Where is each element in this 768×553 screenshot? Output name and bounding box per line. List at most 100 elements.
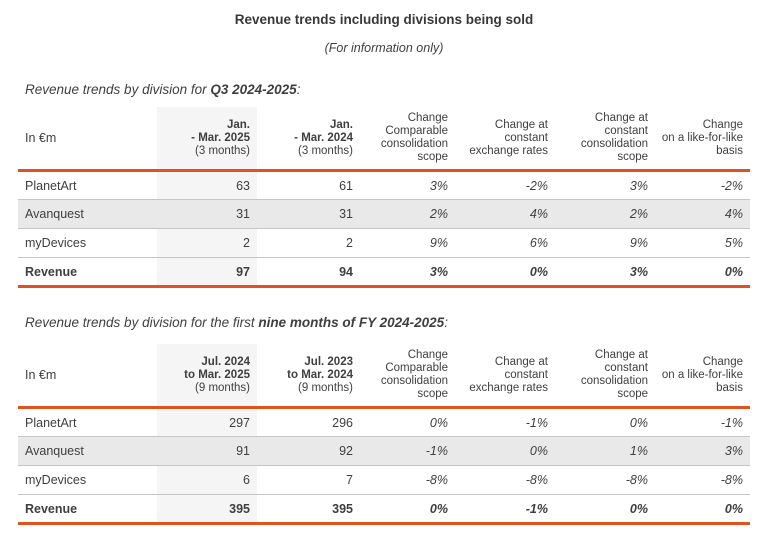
cell-current: 297 — [157, 407, 257, 437]
header-text: Change at constant exchange rates — [469, 355, 548, 394]
cell-label: Revenue — [25, 501, 78, 516]
heading-suffix: : — [444, 315, 448, 330]
cell-change-fx: -1% — [525, 415, 548, 430]
table-row-avanquest: Avanquest 31 31 2% 4% 2% 4% — [18, 199, 750, 229]
cell-prior: 94 — [339, 264, 353, 279]
table-row-revenue-total: Revenue 97 94 3% 0% 3% 0% — [18, 257, 750, 287]
page-title: Revenue trends including divisions being… — [234, 12, 534, 27]
cell-prior: 296 — [332, 415, 353, 430]
period-current-months: (9 months) — [195, 381, 250, 394]
cell-change-comparable: 3% — [429, 264, 448, 279]
cell-change-consolidation: 2% — [555, 199, 655, 229]
cell-change-fx: -1% — [525, 501, 548, 516]
table-header-row: In €m Jan. - Mar. 2025 (3 months) Jan. - … — [18, 107, 750, 171]
period-prior-label: Jul. 2023 to Mar. 2024 — [287, 355, 353, 381]
header-text: Change Comparable consolidation scope — [380, 112, 448, 163]
cell-change-comparable: 2% — [360, 199, 455, 229]
header-in-eur-m: In €m — [25, 367, 57, 382]
cell-current: 91 — [157, 436, 257, 466]
cell-label: Avanquest — [18, 199, 157, 229]
header-period-current: Jul. 2024 to Mar. 2025 (9 months) — [157, 344, 257, 408]
cell-change-lfl: 0% — [724, 264, 743, 279]
cell-change-comparable: 9% — [429, 236, 448, 250]
table-row-avanquest: Avanquest 91 92 -1% 0% 1% 3% — [18, 436, 750, 466]
cell-change-comparable: -1% — [360, 436, 455, 466]
cell-change-comparable: 0% — [429, 501, 448, 516]
cell-change-lfl: 5% — [724, 236, 743, 250]
cell-current: 31 — [157, 199, 257, 229]
table-header-row: In €m Jul. 2024 to Mar. 2025 (9 months) J… — [18, 344, 750, 408]
cell-label: myDevices — [25, 473, 87, 487]
header-change-constant-scope: Change at constant consolidation scope — [555, 107, 655, 171]
cell-prior: 92 — [257, 436, 360, 466]
cell-change-lfl: 4% — [655, 199, 750, 229]
header-period-prior: Jul. 2023 to Mar. 2024 (9 months) — [257, 344, 360, 408]
header-change-like-for-like: Change on a like-for-like basis — [655, 107, 750, 171]
period-current-months: (3 months) — [195, 144, 250, 157]
cell-change-lfl: 0% — [724, 501, 743, 516]
cell-change-comparable: 3% — [429, 178, 448, 193]
table-q3-revenue: In €m Jan. - Mar. 2025 (3 months) Jan. - … — [18, 107, 750, 288]
clipped-text-fragment: pp — [0, 12, 768, 18]
period-prior-months: (3 months) — [298, 144, 353, 157]
header-text: Change Comparable consolidation scope — [380, 349, 448, 400]
cell-prior: 2 — [346, 236, 353, 250]
cell-change-consolidation: -8% — [625, 473, 648, 487]
header-change-constant-fx: Change at constant exchange rates — [455, 107, 555, 171]
cell-change-consolidation: 3% — [629, 178, 648, 193]
cell-change-fx: -2% — [525, 178, 548, 193]
table-row-planetart: PlanetArt 297 296 0% -1% 0% -1% — [18, 407, 750, 437]
cell-change-lfl: -8% — [720, 473, 743, 487]
cell-prior: 61 — [339, 178, 353, 193]
header-period-current: Jan. - Mar. 2025 (3 months) — [157, 107, 257, 171]
header-change-comparable-scope: Change Comparable consolidation scope — [360, 107, 455, 171]
table-row-revenue-total: Revenue 395 395 0% -1% 0% 0% — [18, 494, 750, 524]
cell-current: 6 — [157, 465, 257, 495]
cell-change-fx: 0% — [529, 264, 548, 279]
cell-current: 395 — [157, 494, 257, 524]
cell-change-fx: 0% — [455, 436, 555, 466]
table-row-mydevices: myDevices 6 7 -8% -8% -8% -8% — [18, 465, 750, 495]
heading-prefix: Revenue trends by division for — [25, 82, 211, 97]
period-prior-months: (9 months) — [298, 381, 353, 394]
table-row-mydevices: myDevices 2 2 9% 6% 9% 5% — [18, 228, 750, 258]
cell-label: PlanetArt — [25, 178, 77, 193]
section-heading-nine-months: Revenue trends by division for the first… — [25, 315, 768, 331]
cell-change-fx: 4% — [455, 199, 555, 229]
page-subtitle: (For information only) — [324, 41, 444, 55]
period-prior-label: Jan. - Mar. 2024 — [294, 118, 353, 144]
heading-suffix: : — [296, 82, 301, 97]
heading-period-bold: Q3 2024-2025 — [210, 82, 297, 97]
cell-label: PlanetArt — [25, 415, 77, 430]
header-text: Change at constant consolidation scope — [580, 349, 648, 400]
cell-change-comparable: -8% — [425, 473, 448, 487]
section-heading-q3: Revenue trends by division for Q3 2024-2… — [25, 82, 768, 98]
cell-label: Avanquest — [18, 436, 157, 466]
clipped-text: pp — [376, 13, 392, 18]
header-text: Change at constant exchange rates — [469, 118, 548, 157]
cell-change-fx: 6% — [529, 236, 548, 250]
cell-current: 2 — [157, 228, 257, 258]
cell-change-consolidation: 0% — [629, 501, 648, 516]
cell-current: 63 — [157, 170, 257, 200]
cell-change-consolidation: 3% — [629, 264, 648, 279]
period-current-label: Jan. - Mar. 2025 — [191, 118, 250, 144]
header-text: Change on a like-for-like basis — [661, 355, 743, 394]
heading-prefix: Revenue trends by division for the first — [25, 315, 259, 330]
cell-prior: 7 — [346, 473, 353, 487]
cell-prior: 31 — [257, 199, 360, 229]
cell-change-lfl: -2% — [720, 178, 743, 193]
cell-change-comparable: 0% — [429, 415, 448, 430]
cell-change-fx: -8% — [525, 473, 548, 487]
heading-period-bold: nine months of FY 2024-2025 — [258, 315, 445, 330]
cell-label: Revenue — [25, 264, 78, 279]
header-change-like-for-like: Change on a like-for-like basis — [655, 344, 750, 408]
table-row-planetart: PlanetArt 63 61 3% -2% 3% -2% — [18, 170, 750, 200]
header-text: Change at constant consolidation scope — [580, 112, 648, 163]
cell-change-consolidation: 1% — [555, 436, 655, 466]
header-change-constant-fx: Change at constant exchange rates — [455, 344, 555, 408]
cell-label: myDevices — [25, 236, 87, 250]
period-current-label: Jul. 2024 to Mar. 2025 — [184, 355, 250, 381]
header-period-prior: Jan. - Mar. 2024 (3 months) — [257, 107, 360, 171]
cell-current: 97 — [157, 257, 257, 287]
